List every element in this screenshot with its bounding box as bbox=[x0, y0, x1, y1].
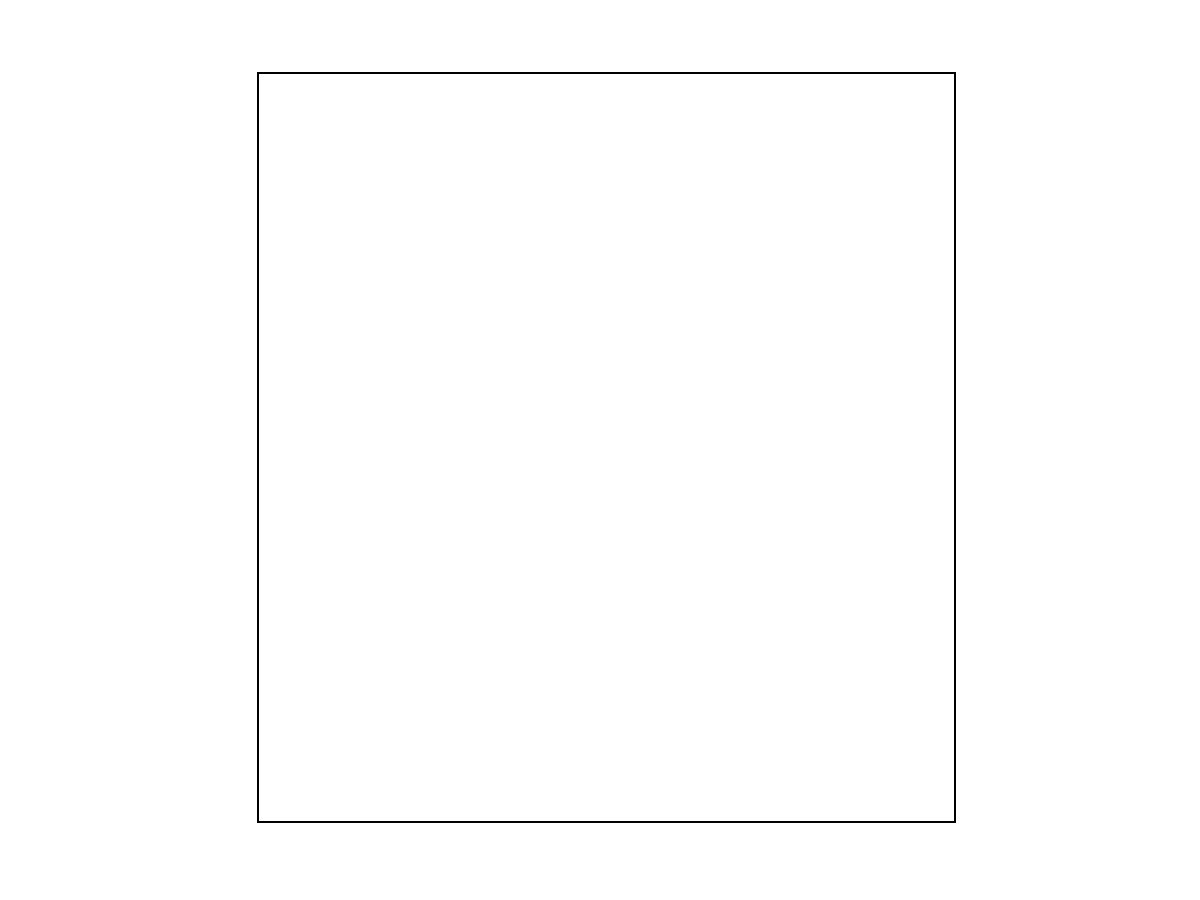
map-frame bbox=[257, 72, 956, 823]
